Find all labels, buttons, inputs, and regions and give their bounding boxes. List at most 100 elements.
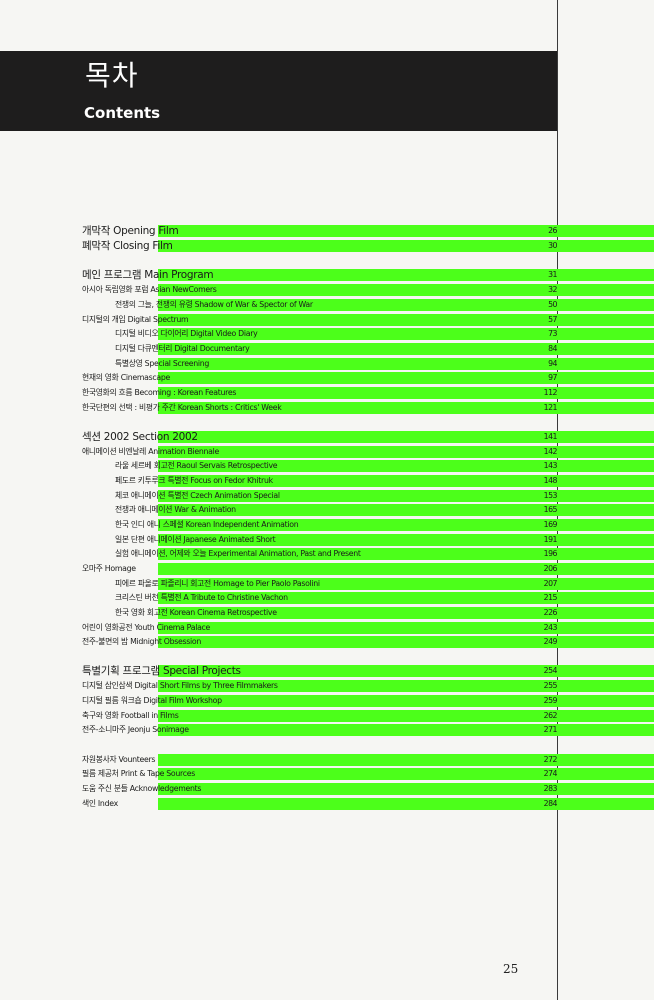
toc-entry-page: 112 bbox=[543, 388, 558, 397]
toc-entry-page: 249 bbox=[543, 637, 558, 646]
toc-entry: 한국단편의 선택 : 비평가 주간 Korean Shorts : Critic… bbox=[0, 401, 654, 414]
toc-entry-label: 전쟁과 애니메이션 War & Animation bbox=[115, 505, 236, 514]
toc-entry-page: 206 bbox=[543, 564, 558, 573]
toc-entry-label: 색인 Index bbox=[82, 799, 118, 808]
toc-highlight-bar bbox=[158, 665, 654, 677]
page-title-korean: 목차 bbox=[85, 59, 139, 92]
toc-entry: 디지털의 개입 Digital Spectrum 57 bbox=[0, 313, 654, 326]
toc-entry-page: 153 bbox=[543, 491, 558, 500]
toc-entry: 도움 주신 분들 Acknowledgements 283 bbox=[0, 782, 654, 795]
toc-highlight-bar bbox=[158, 768, 654, 780]
toc-entry-label: 메인 프로그램 Main Program bbox=[82, 269, 214, 281]
toc-highlight-bar bbox=[158, 680, 654, 692]
toc-highlight-bar bbox=[158, 534, 654, 546]
toc-entry-page: 31 bbox=[548, 270, 557, 279]
toc-highlight-bar bbox=[158, 563, 654, 575]
toc-entry: 페도르 키투루크 특별전 Focus on Fedor Khitruk 148 bbox=[0, 474, 654, 487]
toc-entry-label: 피에르 파올로 파졸리니 회고전 Homage to Pier Paolo Pa… bbox=[115, 579, 320, 588]
toc-entry: 전쟁의 그늘, 전쟁의 유령 Shadow of War & Spector o… bbox=[0, 298, 654, 311]
toc-entry: 아시아 독립영화 포럼 Asian NewComers 32 bbox=[0, 283, 654, 296]
toc-entry-page: 32 bbox=[548, 285, 557, 294]
toc-entry: 축구와 영화 Football in Films 262 bbox=[0, 709, 654, 722]
toc-entry-page: 191 bbox=[543, 535, 558, 544]
toc-entry-label: 개막작 Opening Film bbox=[82, 225, 179, 237]
toc-entry: 필름 제공처 Print & Tape Sources 274 bbox=[0, 767, 654, 780]
toc-highlight-bar bbox=[158, 387, 654, 399]
toc-highlight-bar bbox=[158, 328, 654, 340]
toc-entry-page: 284 bbox=[543, 799, 558, 808]
toc-highlight-bar bbox=[158, 519, 654, 531]
toc-entry: 색인 Index 284 bbox=[0, 797, 654, 810]
toc-entry: 오마주 Homage 206 bbox=[0, 562, 654, 575]
toc-entry-page: 169 bbox=[543, 520, 558, 529]
header-band bbox=[0, 51, 558, 131]
toc-entry-label: 한국단편의 선택 : 비평가 주간 Korean Shorts : Critic… bbox=[82, 403, 282, 412]
toc-highlight-bar bbox=[158, 636, 654, 648]
toc-entry-label: 라울 세르베 회고전 Raoul Servais Retrospective bbox=[115, 461, 278, 470]
toc-entry-label: 도움 주신 분들 Acknowledgements bbox=[82, 784, 202, 793]
toc-highlight-bar bbox=[158, 607, 654, 619]
toc-entry-page: 50 bbox=[548, 300, 557, 309]
toc-entry-page: 97 bbox=[548, 373, 557, 382]
toc-entry-page: 143 bbox=[543, 461, 558, 470]
toc-highlight-bar bbox=[158, 402, 654, 414]
toc-entry: 어린이 영화공전 Youth Cinema Palace 243 bbox=[0, 621, 654, 634]
toc-entry: 특별기획 프로그램 Special Projects 254 bbox=[0, 664, 654, 678]
toc-entry: 실험 애니메이션, 어제와 오늘 Experimental Animation,… bbox=[0, 547, 654, 560]
toc-highlight-bar bbox=[158, 358, 654, 370]
toc-entry-label: 전쟁의 그늘, 전쟁의 유령 Shadow of War & Spector o… bbox=[115, 300, 313, 309]
toc-entry-page: 283 bbox=[543, 784, 558, 793]
toc-entry-label: 어린이 영화공전 Youth Cinema Palace bbox=[82, 623, 211, 632]
toc-entry-label: 한국영화의 흐름 Becoming : Korean Features bbox=[82, 388, 237, 397]
toc-entry-label: 특별상영 Special Screening bbox=[115, 359, 210, 368]
toc-entry-page: 215 bbox=[543, 593, 558, 602]
toc-highlight-bar bbox=[158, 490, 654, 502]
toc-entry-page: 274 bbox=[543, 769, 558, 778]
toc-entry-page: 84 bbox=[548, 344, 557, 353]
toc-entry-page: 243 bbox=[543, 623, 558, 632]
toc-entry: 섹션 2002 Section 2002 141 bbox=[0, 430, 654, 444]
toc-entry: 디지털 필름 워크숍 Digital Film Workshop 259 bbox=[0, 694, 654, 707]
page-title-english: Contents bbox=[84, 104, 161, 122]
toc-entry: 피에르 파올로 파졸리니 회고전 Homage to Pier Paolo Pa… bbox=[0, 577, 654, 590]
toc-entry-page: 254 bbox=[543, 666, 558, 675]
toc-entry-page: 142 bbox=[543, 447, 558, 456]
toc-entry: 자원봉사자 Vounteers 272 bbox=[0, 753, 654, 766]
toc-highlight-bar bbox=[158, 548, 654, 560]
toc-entry-page: 262 bbox=[543, 711, 558, 720]
toc-entry-page: 73 bbox=[548, 329, 557, 338]
toc-entry: 디지털 비디오 다이어리 Digital Video Diary 73 bbox=[0, 327, 654, 340]
toc-highlight-bar bbox=[158, 460, 654, 472]
toc-entry: 디지털 다큐멘터리 Digital Documentary 84 bbox=[0, 342, 654, 355]
toc-highlight-bar bbox=[158, 372, 654, 384]
toc-entry-page: 196 bbox=[543, 549, 558, 558]
toc-entry-page: 272 bbox=[543, 755, 558, 764]
toc-entry: 라울 세르베 회고전 Raoul Servais Retrospective 14… bbox=[0, 459, 654, 472]
toc-highlight-bar bbox=[158, 269, 654, 281]
toc-entry-page: 30 bbox=[548, 241, 557, 250]
toc-highlight-bar bbox=[158, 343, 654, 355]
toc-entry: 디지털 삼인삼색 Digital Short Films by Three Fi… bbox=[0, 679, 654, 692]
toc-highlight-bar bbox=[158, 314, 654, 326]
toc-highlight-bar bbox=[158, 446, 654, 458]
toc-entry: 한국 인디 애니 스페셜 Korean Independent Animatio… bbox=[0, 518, 654, 531]
toc-entry-page: 207 bbox=[543, 579, 558, 588]
toc-highlight-bar bbox=[158, 299, 654, 311]
toc-entry-label: 일본 단편 애니메이션 Japanese Animated Short bbox=[115, 535, 276, 544]
toc-entry: 한국영화의 흐름 Becoming : Korean Features 112 bbox=[0, 386, 654, 399]
toc-entry: 전주-소니마주 Jeonju Sonimage 271 bbox=[0, 723, 654, 736]
toc-entry-label: 축구와 영화 Football in Films bbox=[82, 711, 179, 720]
toc-highlight-bar bbox=[158, 622, 654, 634]
toc-highlight-bar bbox=[158, 710, 654, 722]
toc-highlight-bar bbox=[158, 695, 654, 707]
page-number: 25 bbox=[503, 962, 519, 976]
toc-highlight-bar bbox=[158, 578, 654, 590]
toc-highlight-bar bbox=[158, 783, 654, 795]
toc-entry-page: 165 bbox=[543, 505, 558, 514]
toc-entry-page: 121 bbox=[543, 403, 558, 412]
toc-entry-label: 애니메이션 비엔날레 Animation Biennale bbox=[82, 447, 219, 456]
toc-entry-label: 크리스틴 버천 특별전 A Tribute to Christine Vacho… bbox=[115, 593, 288, 602]
toc-entry: 현재의 영화 Cinemascape 97 bbox=[0, 371, 654, 384]
toc-highlight-bar bbox=[158, 504, 654, 516]
toc-highlight-bar bbox=[158, 754, 654, 766]
